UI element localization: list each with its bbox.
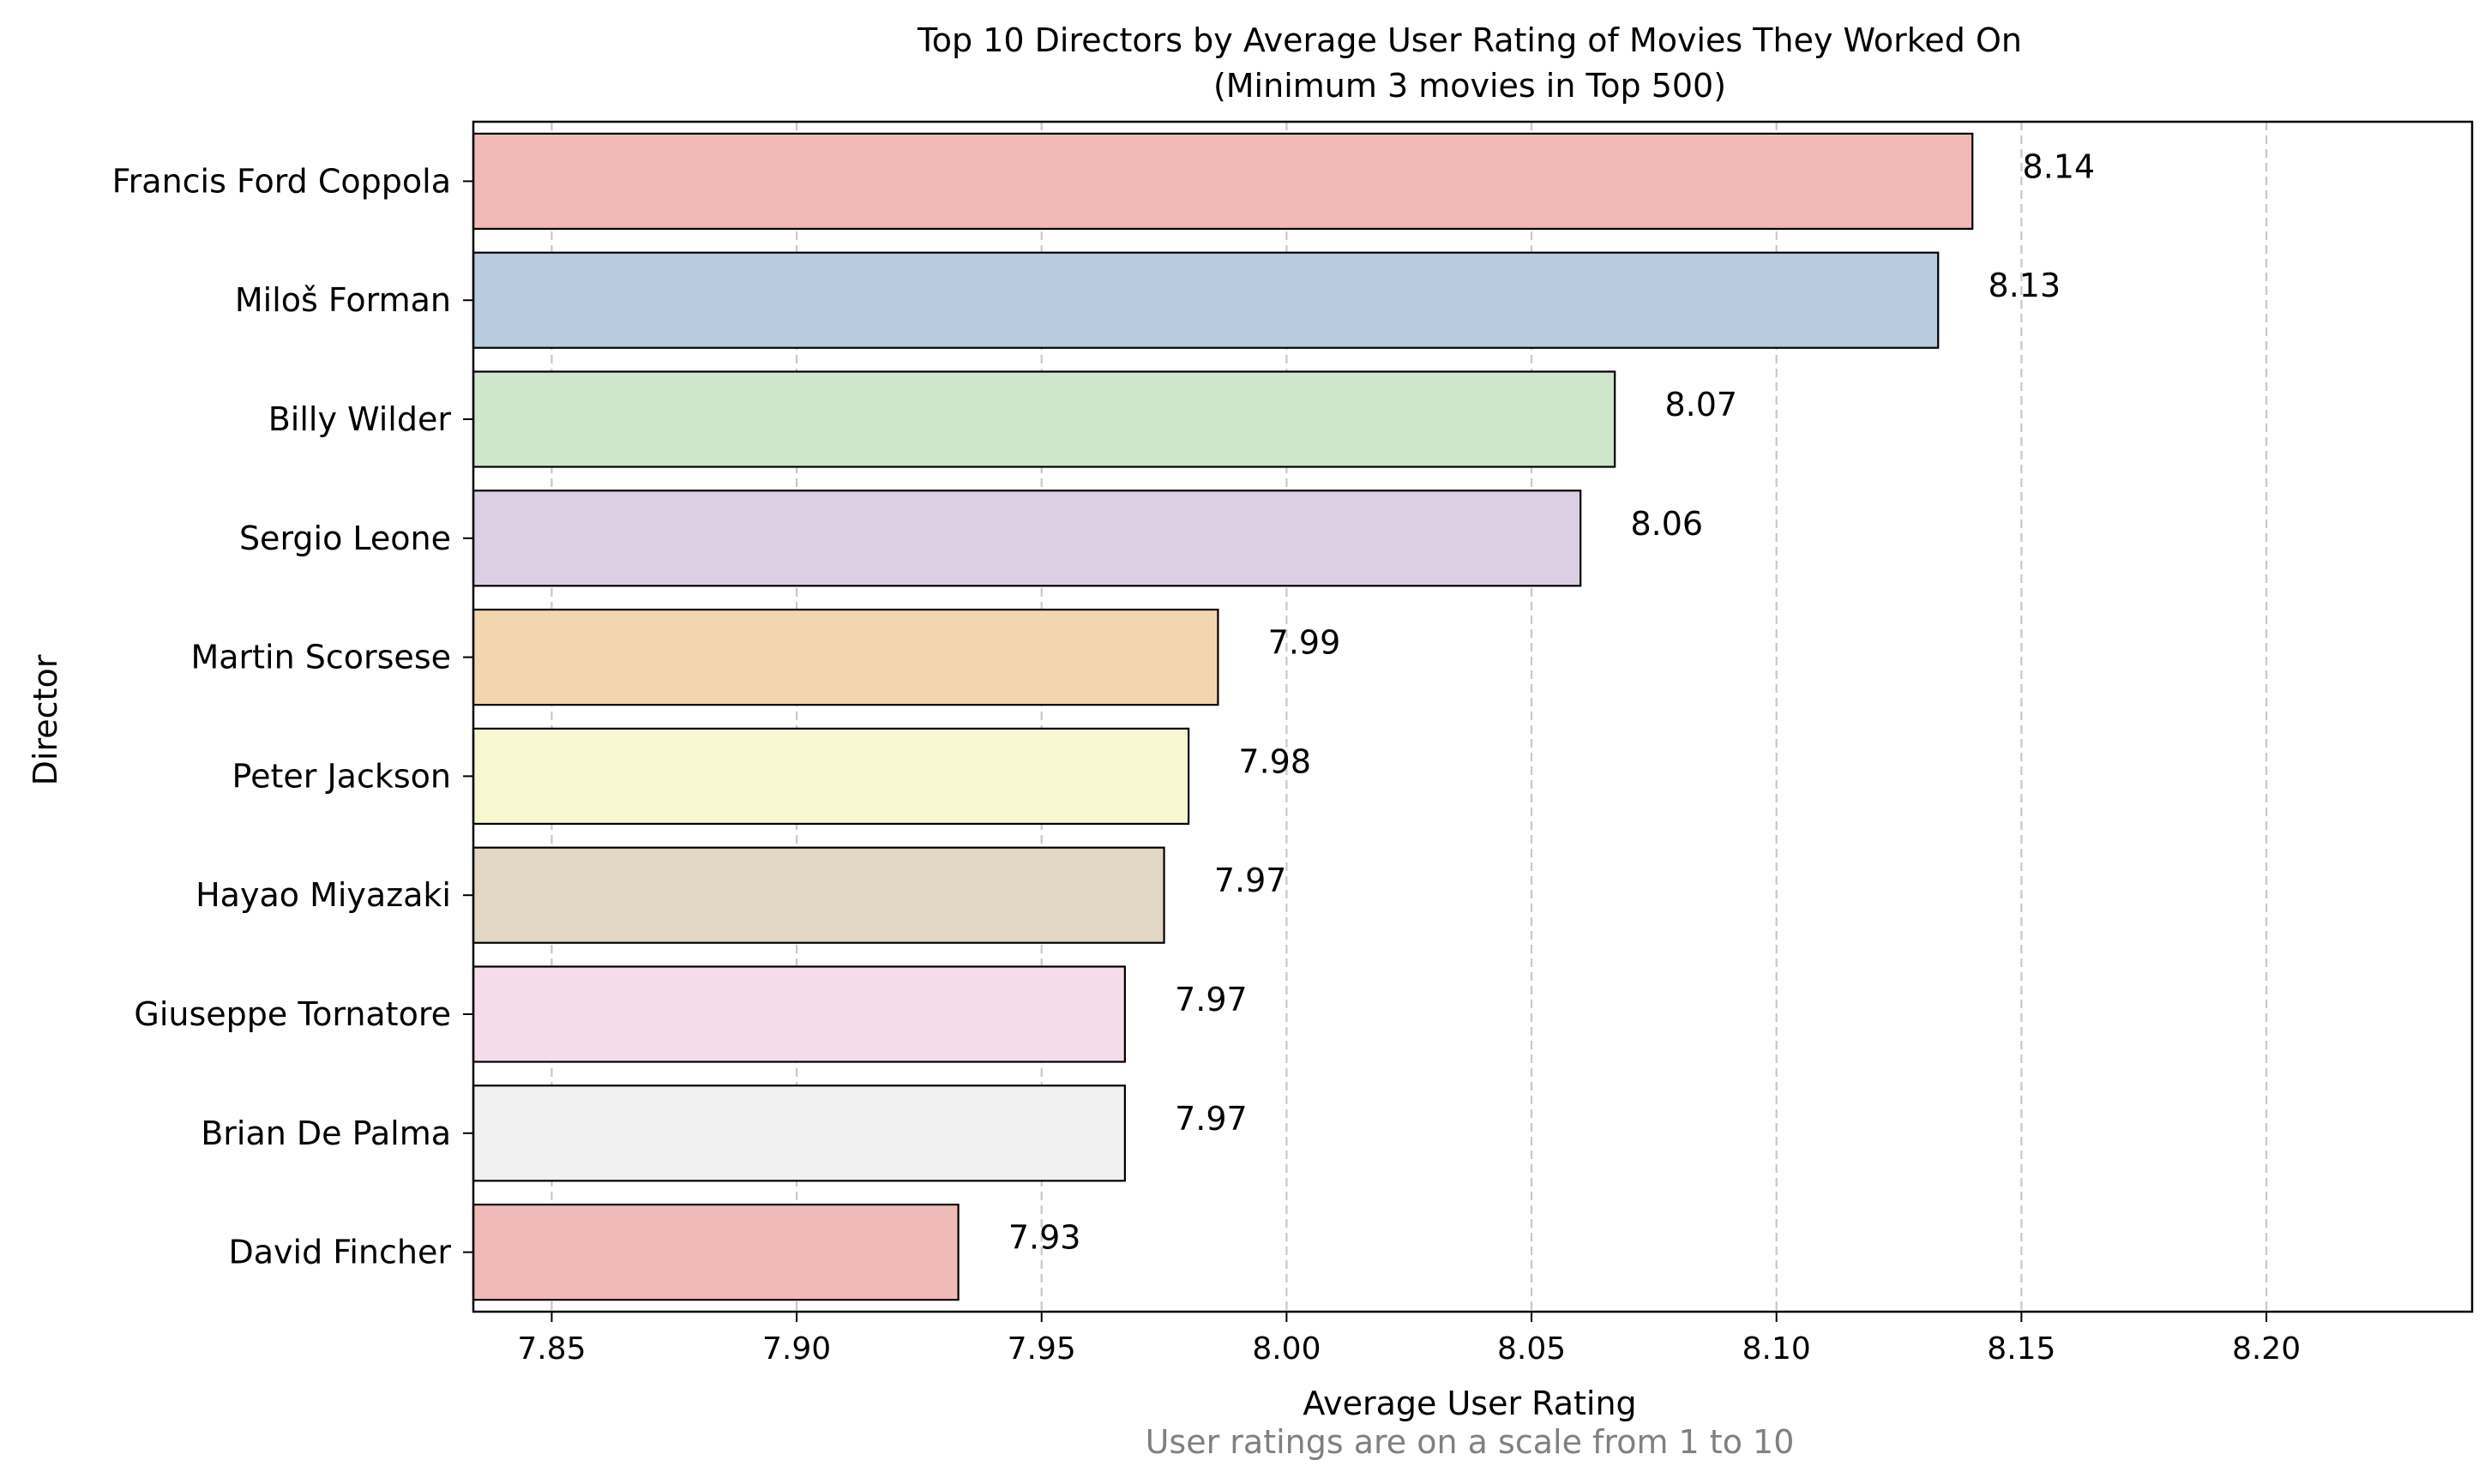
bar <box>472 965 1126 1063</box>
bar <box>472 727 1190 826</box>
value-labels: 8.14 8.13 8.07 8.06 7.99 7.98 7.97 7.97 7.97 7.93 <box>1008 147 2095 1256</box>
y-tick-label: Giuseppe Tornatore <box>134 995 451 1033</box>
y-tick-label: Brian De Palma <box>201 1115 451 1152</box>
y-tick-label: Miloš Forman <box>235 281 451 319</box>
x-axis: 7.85 7.90 7.95 8.00 8.05 8.10 8.15 8.20 <box>517 1312 2301 1367</box>
bar-value-label: 7.97 <box>1214 862 1287 899</box>
bar-value-label: 7.93 <box>1008 1219 1081 1257</box>
bar <box>472 608 1219 706</box>
y-tick-label: Martin Scorsese <box>190 639 451 676</box>
chart-subtitle: (Minimum 3 movies in Top 500) <box>1213 67 1726 105</box>
y-tick-label: David Fincher <box>228 1234 451 1271</box>
bar <box>472 370 1616 468</box>
bar-value-label: 8.06 <box>1630 505 1703 543</box>
x-tick-label: 7.95 <box>1008 1331 1076 1367</box>
y-axis: Francis Ford Coppola Miloš Forman Billy Wi… <box>112 162 473 1271</box>
x-tick-label: 7.90 <box>762 1331 831 1367</box>
y-tick-label: Billy Wilder <box>268 400 452 438</box>
bar-value-label: 7.99 <box>1268 624 1341 662</box>
bars <box>472 132 1974 1301</box>
bar <box>472 846 1165 944</box>
x-tick-label: 8.10 <box>1742 1331 1811 1367</box>
bar-value-label: 8.14 <box>2023 147 2096 185</box>
bar-value-label: 8.13 <box>1989 267 2061 304</box>
bar-value-label: 8.07 <box>1664 386 1737 424</box>
x-tick-label: 8.15 <box>1987 1331 2055 1367</box>
bar <box>472 251 1940 349</box>
bar <box>472 1203 960 1301</box>
x-tick-label: 8.00 <box>1252 1331 1321 1367</box>
y-tick-label: Sergio Leone <box>239 520 451 557</box>
bar <box>472 1084 1126 1182</box>
y-axis-label: Director <box>27 654 64 785</box>
bar <box>472 132 1974 231</box>
bar-value-label: 7.98 <box>1238 742 1311 780</box>
plot-frame <box>472 120 2474 1313</box>
y-tick-label: Hayao Miyazaki <box>196 876 451 914</box>
bar-value-label: 7.97 <box>1175 1100 1248 1138</box>
bar <box>472 490 1582 587</box>
x-axis-label: Average User Rating <box>1303 1385 1636 1422</box>
bar-value-label: 7.97 <box>1175 981 1248 1018</box>
chart-title: Top 10 Directors by Average User Rating … <box>917 21 2022 59</box>
footnote: User ratings are on a scale from 1 to 10 <box>1146 1423 1795 1461</box>
y-tick-label: Peter Jackson <box>232 757 451 795</box>
x-tick-label: 8.20 <box>2232 1331 2301 1367</box>
x-tick-label: 8.05 <box>1497 1331 1566 1367</box>
x-tick-label: 7.85 <box>517 1331 586 1367</box>
y-tick-label: Francis Ford Coppola <box>112 162 451 200</box>
